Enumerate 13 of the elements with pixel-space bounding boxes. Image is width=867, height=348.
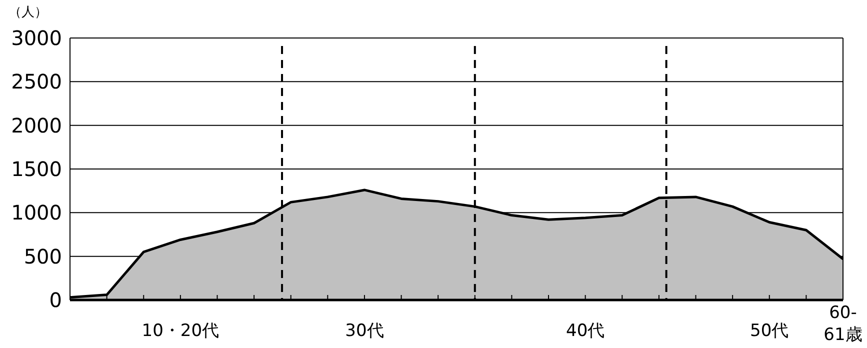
x-tick-label: 50代 <box>750 321 789 341</box>
x-tick-label: 40代 <box>566 321 605 341</box>
x-tick-label: 30代 <box>345 321 384 341</box>
y-tick-label: 2500 <box>11 70 62 94</box>
y-tick-label: 0 <box>49 288 62 312</box>
x-tick-label: 60- 61歳 <box>824 303 862 345</box>
x-tick-label: 10・20代 <box>142 321 220 341</box>
y-tick-label: 500 <box>24 244 62 268</box>
y-axis-title: （人） <box>8 5 48 20</box>
y-tick-label: 3000 <box>11 26 62 50</box>
y-tick-label: 1000 <box>11 200 62 225</box>
y-tick-label: 1500 <box>11 157 62 181</box>
y-tick-label: 2000 <box>11 113 62 138</box>
